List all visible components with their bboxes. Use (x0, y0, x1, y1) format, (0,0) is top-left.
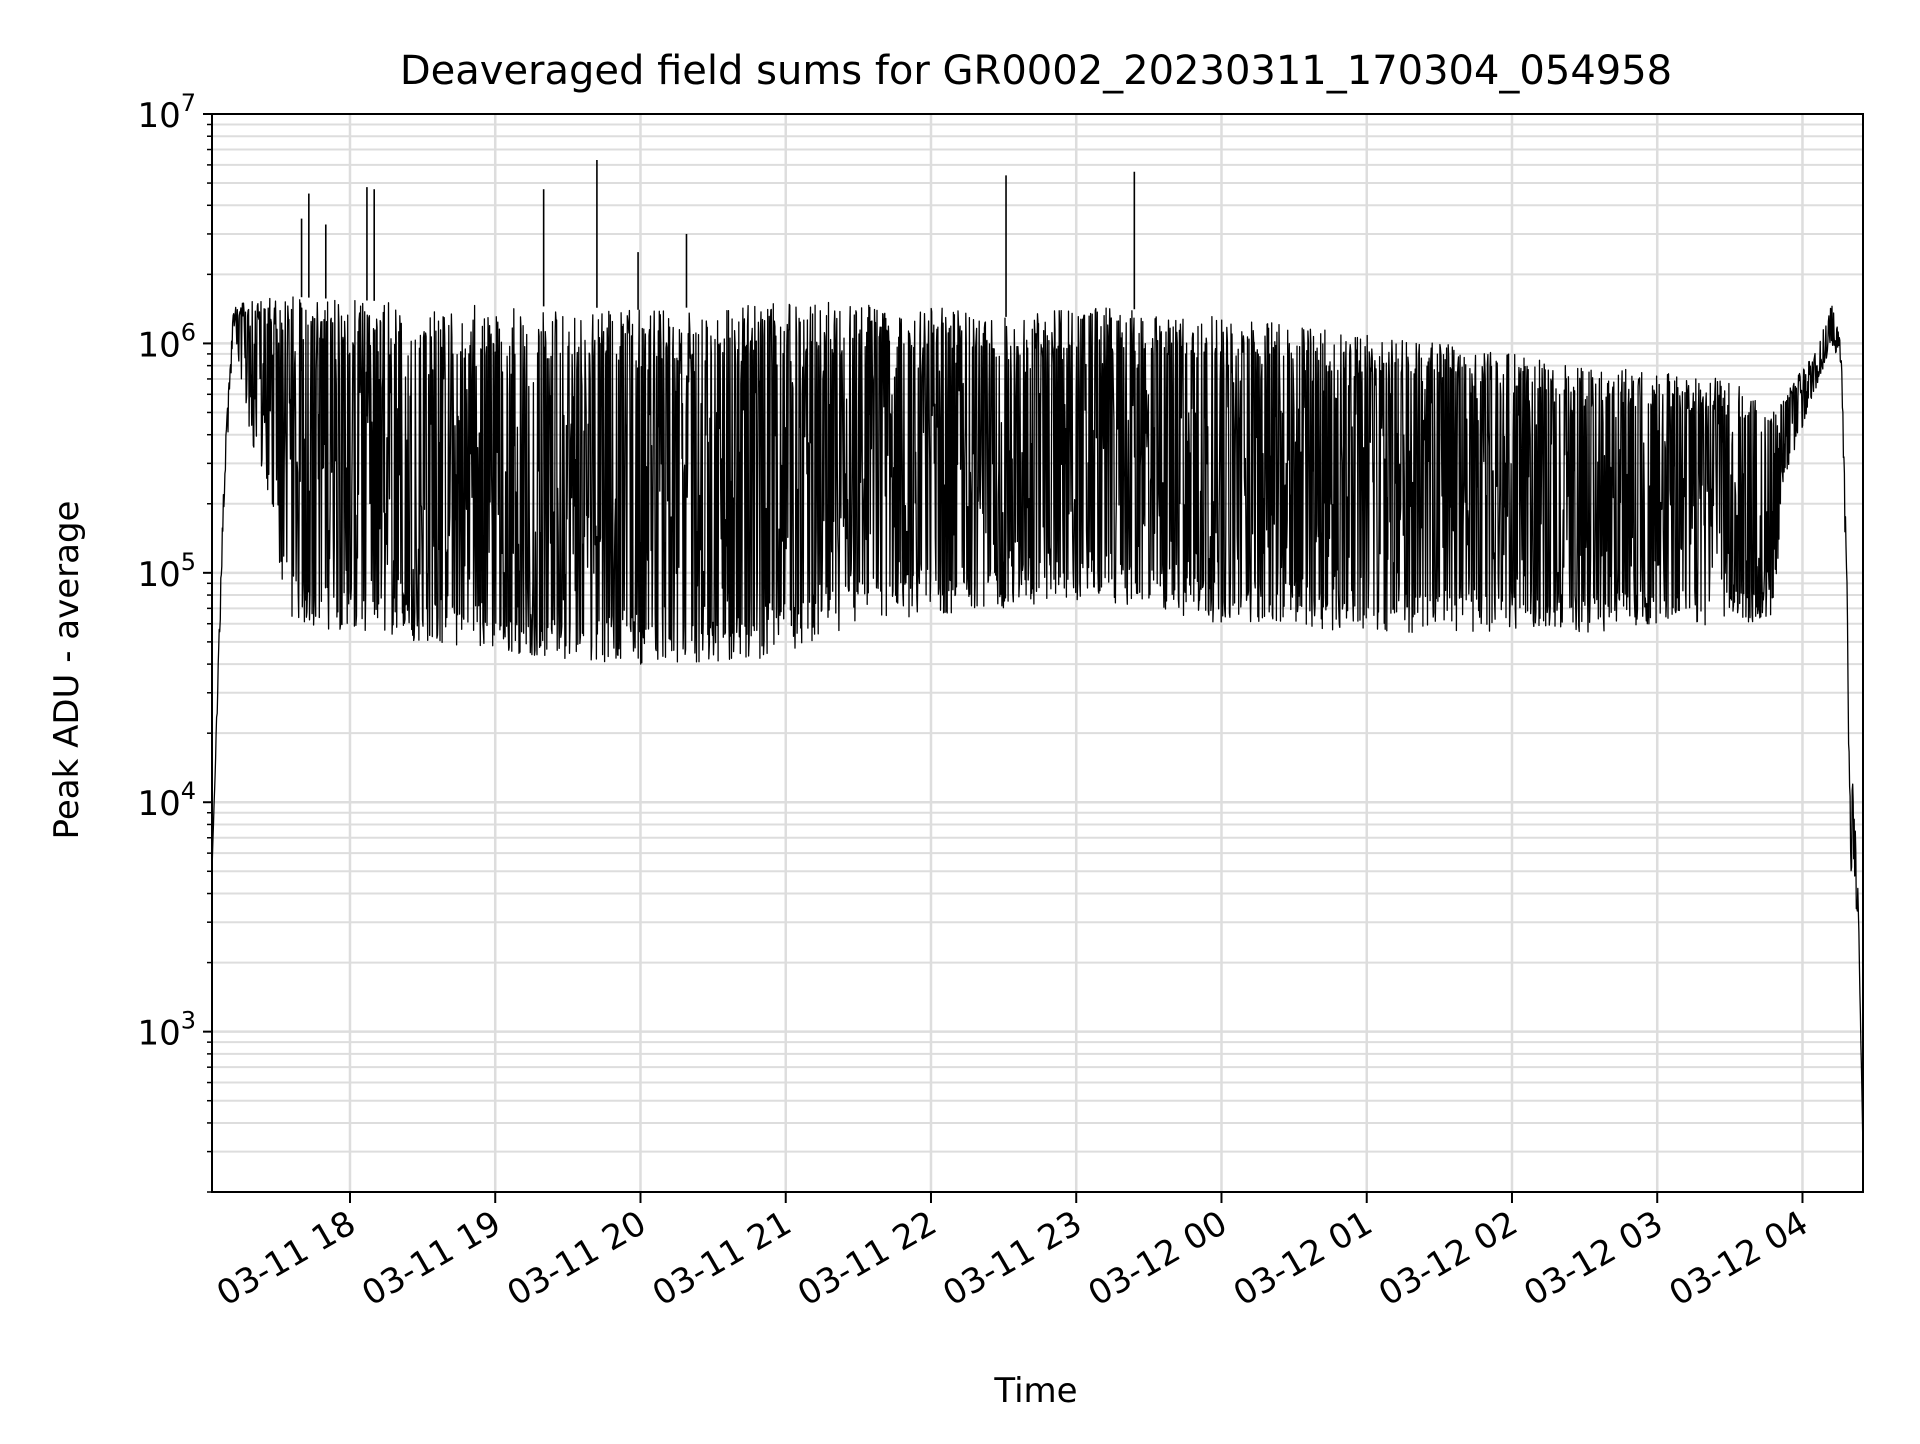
y-tick-label: 103 (137, 1007, 196, 1054)
y-tick-label-base: 10 (137, 325, 180, 365)
y-tick-label: 104 (137, 777, 196, 824)
y-tick-label-exponent: 5 (181, 548, 196, 576)
plot-frame (211, 113, 1864, 1193)
y-tick-label: 105 (137, 548, 196, 595)
chart-title: Deaveraged field sums for GR0002_2023031… (400, 48, 1672, 94)
y-tick-label-base: 10 (137, 784, 180, 824)
y-tick-label: 106 (137, 318, 196, 365)
y-axis-label: Peak ADU - average (47, 501, 87, 840)
y-tick-label-exponent: 7 (181, 89, 196, 117)
y-tick-label-exponent: 4 (181, 777, 196, 805)
x-axis-label: Time (993, 1371, 1077, 1411)
y-tick-label-base: 10 (137, 555, 180, 595)
y-tick-label-exponent: 3 (181, 1007, 196, 1035)
series-path (211, 296, 1864, 1152)
grid (212, 114, 1863, 1193)
series-line (211, 160, 1864, 1152)
y-tick-label-base: 10 (137, 1014, 180, 1054)
y-tick-label-base: 10 (137, 96, 180, 136)
y-tick-label: 107 (137, 89, 196, 136)
y-tick-label-exponent: 6 (181, 318, 196, 346)
